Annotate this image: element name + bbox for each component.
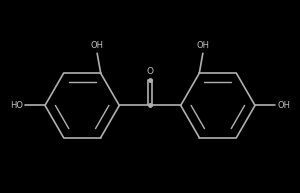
Text: O: O <box>146 67 154 76</box>
Text: OH: OH <box>196 41 209 50</box>
Text: HO: HO <box>10 101 23 110</box>
Text: OH: OH <box>91 41 103 50</box>
Text: OH: OH <box>277 101 290 110</box>
